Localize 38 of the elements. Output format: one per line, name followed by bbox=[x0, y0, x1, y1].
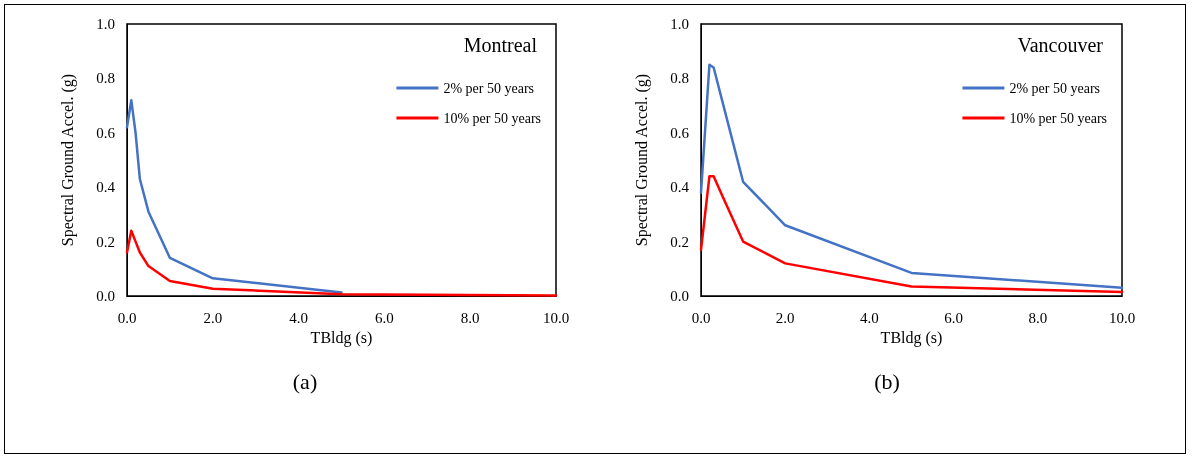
legend-label: 10% per 50 years bbox=[443, 110, 541, 126]
x-tick-label: 2.0 bbox=[203, 309, 223, 326]
x-axis-title: TBldg (s) bbox=[880, 329, 943, 348]
x-tick-label: 4.0 bbox=[289, 309, 308, 326]
text: (b) bbox=[874, 368, 900, 394]
y-tick-label: 0.6 bbox=[96, 124, 116, 141]
y-axis-title: Spectral Ground Accel. (g) bbox=[58, 73, 77, 247]
y-tick-label: 1.0 bbox=[96, 16, 115, 32]
text: (a) bbox=[292, 368, 318, 394]
y-tick-label: 0.2 bbox=[96, 233, 115, 250]
legend-label: 10% per 50 years bbox=[1009, 110, 1107, 126]
text: Vancouver bbox=[1017, 34, 1104, 56]
x-tick-label: 6.0 bbox=[944, 309, 963, 326]
y-tick-label: 0.4 bbox=[670, 179, 690, 196]
y-tick-label: 0.0 bbox=[96, 288, 115, 304]
y-tick-label: 0.8 bbox=[670, 70, 689, 87]
x-tick-label: 6.0 bbox=[375, 309, 394, 326]
y-axis-title: Spectral Ground Accel. (g) bbox=[632, 73, 651, 247]
legend-label: 2% per 50 years bbox=[443, 80, 534, 96]
y-tick-label: 0.0 bbox=[670, 288, 689, 304]
y-tick-label: 0.2 bbox=[670, 233, 689, 250]
x-tick-label: 2.0 bbox=[775, 309, 795, 326]
x-tick-label: 8.0 bbox=[460, 309, 480, 326]
x-axis-title: TBldg (s) bbox=[310, 329, 373, 348]
y-tick-label: 0.4 bbox=[96, 179, 116, 196]
x-tick-label: 0.0 bbox=[117, 309, 137, 326]
text: Montreal bbox=[463, 34, 538, 56]
x-tick-label: 0.0 bbox=[691, 309, 711, 326]
legend-label: 2% per 50 years bbox=[1009, 80, 1100, 96]
line-series bbox=[699, 63, 1124, 290]
x-tick-label: 10.0 bbox=[1108, 309, 1136, 326]
y-tick-label: 0.8 bbox=[96, 70, 115, 87]
line-series bbox=[125, 98, 343, 294]
y-tick-label: 1.0 bbox=[670, 16, 689, 32]
x-tick-label: 10.0 bbox=[542, 309, 570, 326]
y-tick-label: 0.6 bbox=[670, 124, 690, 141]
x-tick-label: 8.0 bbox=[1028, 309, 1048, 326]
x-tick-label: 4.0 bbox=[860, 309, 879, 326]
